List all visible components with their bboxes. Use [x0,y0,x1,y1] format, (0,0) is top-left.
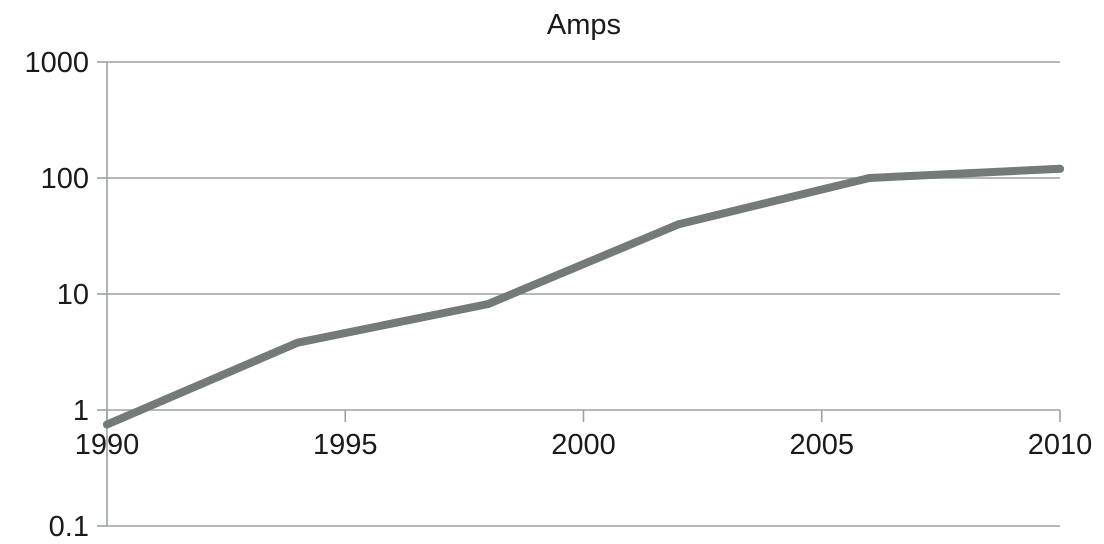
x-tick-label: 1990 [75,429,140,461]
x-tick-label: 2010 [1028,429,1093,461]
series-layer [103,164,1064,429]
data-point [293,338,302,347]
series-line-0 [103,164,1064,429]
y-tick-label: 10 [57,279,89,311]
axes [97,61,1061,527]
data-point [484,299,493,308]
x-tick-label: 1995 [313,429,378,461]
y-tick-label: 1 [73,395,89,427]
x-tick-label: 2000 [551,429,616,461]
tick-labels: 0.1 1 10 100 1000 1990 1995 2000 2005 2010 [24,47,1092,543]
y-tick-label: 0.1 [49,511,89,543]
data-point [103,420,111,429]
data-point [865,174,874,182]
data-point [1056,164,1064,173]
x-tick-label: 2005 [789,429,854,461]
chart-title: Amps [547,9,621,41]
y-tick-label: 1000 [24,47,89,79]
data-point [674,220,683,229]
y-tick-label: 100 [41,163,89,195]
